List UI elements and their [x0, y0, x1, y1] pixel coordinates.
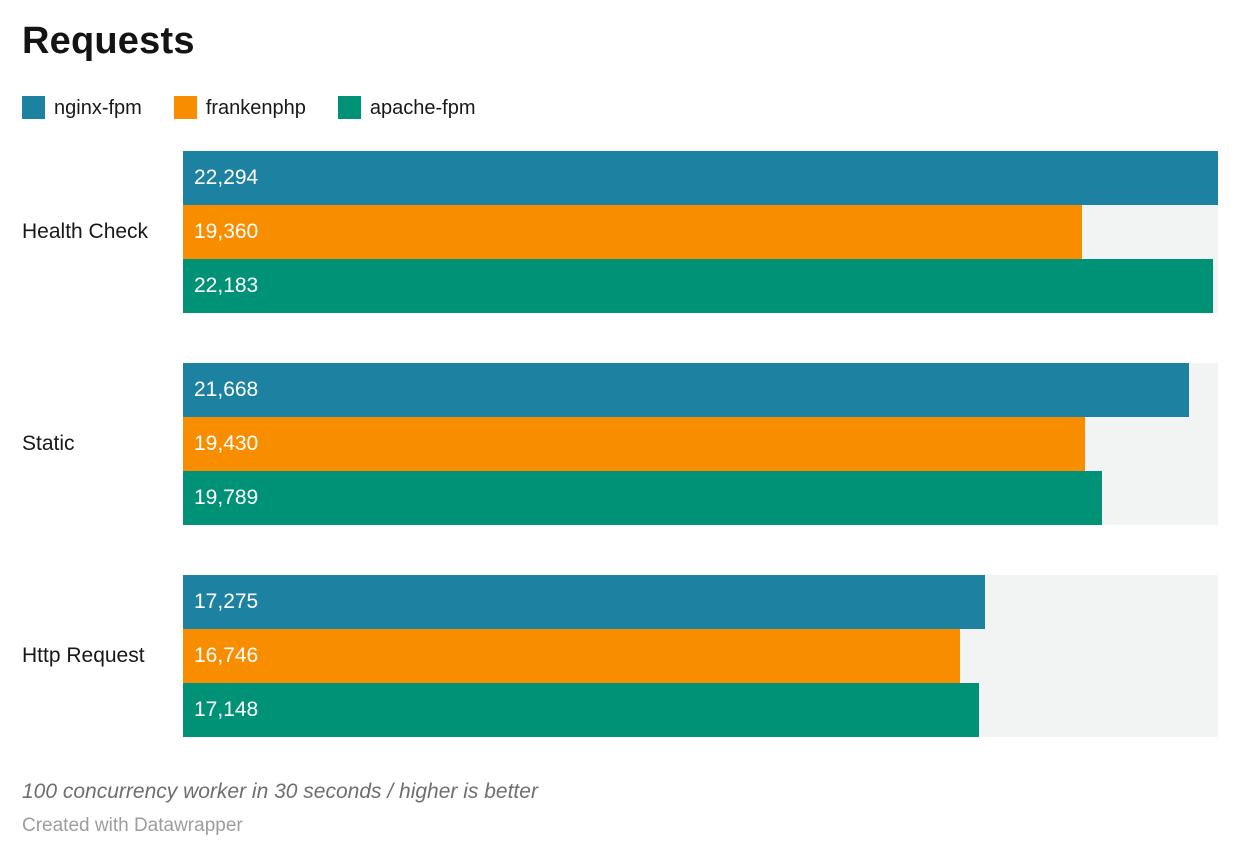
datawrapper-credit: Created with Datawrapper — [22, 814, 243, 836]
bar-value-label: 21,668 — [194, 378, 259, 402]
bar-value-label: 17,275 — [194, 590, 259, 614]
bar-frankenphp: 16,746 — [183, 628, 961, 683]
legend-item-frankenphp: frankenphp — [173, 96, 306, 120]
bar-nginx-fpm: 22,294 — [183, 150, 1218, 205]
legend-item-nginx-fpm: nginx-fpm — [22, 96, 142, 120]
legend: nginx-fpm frankenphp apache-fpm — [22, 96, 1218, 120]
legend-label: frankenphp — [205, 96, 306, 119]
bar-nginx-fpm: 17,275 — [183, 574, 985, 629]
bar-track: 17,275 16,746 17,148 — [183, 574, 1218, 737]
bar-value-label: 19,430 — [194, 432, 259, 456]
legend-item-apache-fpm: apache-fpm — [337, 96, 476, 120]
bar-group: Health Check 22,294 19,360 22,183 — [22, 150, 1218, 313]
bar-value-label: 17,148 — [194, 698, 259, 722]
bar-value-label: 22,183 — [194, 274, 259, 298]
legend-swatch-icon — [22, 96, 45, 120]
bar-track: 21,668 19,430 19,789 — [183, 362, 1218, 525]
bar-apache-fpm: 17,148 — [183, 682, 980, 737]
legend-label: apache-fpm — [369, 96, 476, 119]
legend-swatch-icon — [173, 96, 197, 120]
legend-label: nginx-fpm — [54, 96, 142, 119]
bar-group: Static 21,668 19,430 19,789 — [22, 362, 1218, 525]
bar-frankenphp: 19,430 — [183, 416, 1086, 471]
chart-note: 100 concurrency worker in 30 seconds / h… — [22, 779, 538, 803]
category-label: Static — [22, 432, 75, 456]
category-label: Health Check — [22, 220, 149, 244]
bar-nginx-fpm: 21,668 — [183, 362, 1189, 417]
bar-apache-fpm: 19,789 — [183, 470, 1102, 525]
legend-swatch-icon — [337, 96, 361, 120]
bar-chart: Health Check 22,294 19,360 22,183 Static 21,6… — [22, 150, 1218, 737]
bar-group: Http Request 17,275 16,746 17,148 — [22, 574, 1218, 737]
bar-value-label: 19,789 — [194, 486, 259, 510]
bar-track: 22,294 19,360 22,183 — [183, 150, 1218, 313]
bar-frankenphp: 19,360 — [183, 204, 1082, 259]
bar-value-label: 16,746 — [194, 644, 259, 668]
bar-value-label: 19,360 — [194, 220, 259, 244]
category-label: Http Request — [22, 644, 145, 668]
bar-value-label: 22,294 — [194, 166, 259, 190]
chart-title: Requests — [22, 20, 195, 62]
bar-apache-fpm: 22,183 — [183, 258, 1213, 313]
